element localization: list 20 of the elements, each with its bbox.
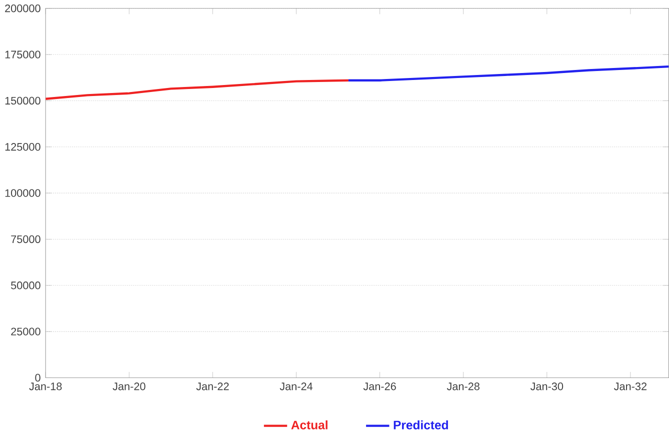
y-tick-label: 25000 <box>11 328 40 336</box>
legend-label: Predicted <box>394 420 448 430</box>
line-series <box>347 66 669 82</box>
y-tick-label: 150000 <box>5 97 40 105</box>
x-tick-label: Jan-30 <box>530 382 564 390</box>
legend-label: Actual <box>291 420 328 430</box>
y-tick-label: 50000 <box>11 282 40 290</box>
x-tick-label: Jan-24 <box>280 382 313 390</box>
y-tick-label: 0 <box>35 374 40 382</box>
y-tick-label: 175000 <box>5 50 40 59</box>
x-tick-label: Jan-28 <box>446 382 480 390</box>
x-tick-label: Jan-26 <box>363 382 396 390</box>
x-tick-label: Jan-20 <box>112 382 146 390</box>
x-tick-label: Jan-22 <box>196 382 229 390</box>
x-tick-label: Jan-32 <box>614 382 647 390</box>
y-tick-label: 200000 <box>5 4 40 12</box>
y-tick-label: 100000 <box>5 189 40 198</box>
x-tick-label: Jan-18 <box>29 382 62 390</box>
y-tick-label: 75000 <box>11 236 40 244</box>
y-tick-label: 125000 <box>5 143 40 151</box>
